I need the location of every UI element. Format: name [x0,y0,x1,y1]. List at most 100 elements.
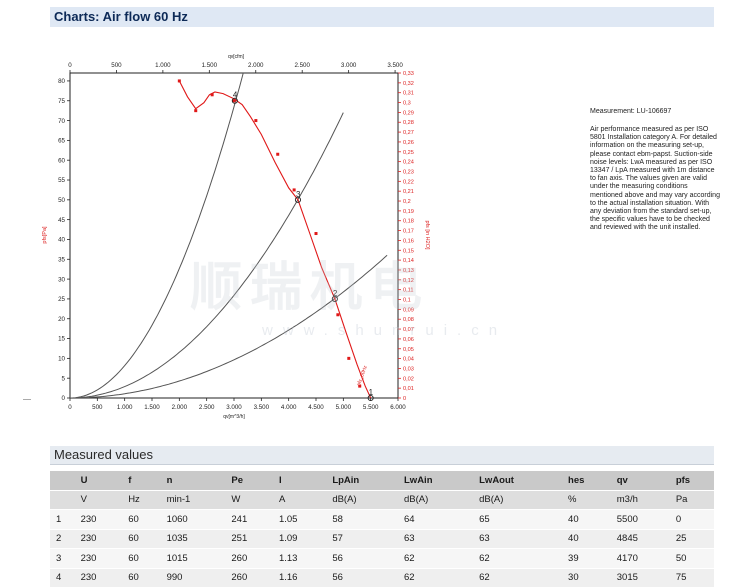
x-tick-label: 2.500 [199,404,215,411]
top-tick-label: 500 [111,62,122,69]
table-unit-row-cell: W [225,490,273,510]
table-row-cell: 62 [398,568,474,588]
table-unit-row-cell: Pa [669,490,714,510]
right-tick-label: 0,18 [403,219,414,225]
table-row-cell: 1 [50,509,75,530]
watermark-logo: 顺瑞机电 [190,259,431,317]
operating-point-2 [331,295,338,302]
fan-curve-marker [276,152,280,156]
x-tick-label: 5.000 [336,404,352,411]
right-tick-label: 0,14 [403,258,414,264]
y-tick-label: 70 [58,118,65,125]
x-tick-label: 4.500 [308,404,324,411]
y-tick-label: 35 [58,256,65,263]
table-row-cell: 63 [398,529,474,549]
y-tick-label: 50 [58,197,65,204]
table-row-cell: 3015 [610,568,670,588]
right-tick-label: 0 [403,396,406,402]
operating-point-label: 3 [296,190,301,199]
table-row-cell: 63 [473,529,563,549]
x-tick-label: 1.500 [144,404,160,411]
y-tick-label: 0 [62,395,66,402]
table-row-cell: 5500 [610,509,670,530]
table-header-row-cell: I [272,471,327,491]
right-tick-label: 0,33 [403,71,414,77]
table-row-cell: 1.09 [272,529,327,549]
top-tick-label: 3.500 [387,62,403,69]
table-row-cell: 4845 [610,529,670,549]
x-tick-label: 6.000 [390,404,406,411]
x-tick-label: 1.000 [117,404,133,411]
fan-curve-marker [254,119,258,123]
right-tick-label: 0,05 [403,347,414,353]
top-tick-label: 2.000 [248,62,264,69]
table-row: 2 230 60 1035 251 1.09 57 63 63 40 4845 25 [50,529,714,549]
table-unit-row-cell: Hz [122,490,161,510]
watermark-url: www.shunrui.cn [262,322,508,339]
table-unit-row-cell: dB(A) [326,490,398,510]
table-row-cell: 50 [669,548,714,569]
measurement-id: Measurement: LU-106697 [590,108,672,115]
table-row-cell: 60 [122,529,161,549]
right-tick-label: 0,09 [403,307,414,313]
table-row-cell: 75 [669,568,714,588]
table-row-cell: 62 [398,548,474,569]
table-header-row-cell [50,471,75,491]
x-tick-label: 5.500 [363,404,379,411]
right-axis-label: pfs [in H2O] [424,220,430,250]
table-row-cell: 4170 [610,548,670,569]
right-tick-label: 0,27 [403,130,414,136]
y-tick-label: 60 [58,157,65,164]
table-header-row-cell: LwAout [473,471,563,491]
system-curve-3 [70,254,388,398]
x-tick-label: 4.000 [281,404,297,411]
right-tick-label: 0,12 [403,278,414,284]
fan-curve-marker [358,384,362,388]
table-unit-row-cell: dB(A) [398,490,474,510]
x-tick-label: 3.500 [254,404,270,411]
right-tick-label: 0,03 [403,366,414,372]
right-tick-label: 0,29 [403,110,414,116]
table-row-cell: 241 [225,509,273,530]
table-row-cell: 25 [669,529,714,549]
table-row-cell: 40 [562,529,611,549]
y-tick-label: 5 [62,375,66,382]
right-tick-label: 0,04 [403,357,414,363]
table-row-cell: 230 [74,529,123,549]
table-header-row-cell: hes [562,471,611,491]
right-tick-label: 0,16 [403,238,414,244]
y-tick-label: 20 [58,316,65,323]
page-title: Charts: Air flow 60 Hz [54,9,188,24]
right-tick-label: 0,19 [403,209,414,215]
right-tick-label: 0,2 [403,199,411,205]
fan-curve-marker [232,99,236,103]
table-row-cell: 4 [50,568,75,588]
table-row-cell: 62 [473,548,563,569]
top-tick-label: 0 [68,62,72,69]
right-tick-label: 0,24 [403,160,414,166]
table-row-cell: 251 [225,529,273,549]
table-row-cell: 39 [562,548,611,569]
table-row-cell: 60 [122,568,161,588]
operating-point-4 [231,97,238,104]
y-tick-label: 15 [58,336,65,343]
right-tick-label: 0,23 [403,169,414,175]
y-tick-label: 55 [58,177,65,184]
right-tick-label: 0,22 [403,179,414,185]
operating-point-label: 1 [369,388,374,397]
margin-mark [23,399,31,400]
table-row: 3 230 60 1015 260 1.13 56 62 62 39 4170 50 [50,548,714,569]
fan-curve-marker [194,109,198,113]
right-tick-label: 0,07 [403,327,414,333]
y-tick-label: 75 [58,98,65,105]
table-unit-row-cell: A [272,490,327,510]
operating-point-1 [367,394,374,402]
fan-curve-marker [210,93,214,97]
fan-curve-marker [314,232,318,236]
y-axis-label: pfs[Pa] [42,226,48,244]
table-row-cell: 1060 [160,509,226,530]
table-row-cell: 230 [74,548,123,569]
operating-point-3 [294,196,302,203]
table-header-row-cell: U [74,471,123,491]
